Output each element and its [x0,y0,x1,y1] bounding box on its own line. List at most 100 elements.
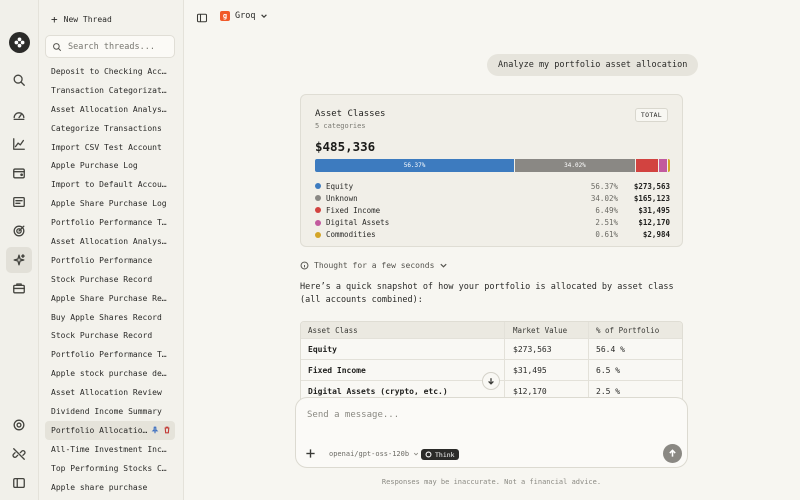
new-thread-button[interactable]: + New Thread [51,12,112,26]
legend-row: Equity 56.37% $273,563 [315,180,670,192]
search-threads-field[interactable]: Search threads... [45,35,175,58]
thread-item[interactable]: Apple Share Purchase Log [45,194,175,213]
table-cell: 6.5 % [596,365,621,375]
trash-icon[interactable] [163,426,171,434]
sparkle-icon[interactable] [6,247,32,273]
thread-item-label: Import CSV Test Account [51,142,162,152]
thread-item[interactable]: Portfolio Performance [45,251,175,270]
model-selector[interactable]: openai/gpt-oss-120b [329,450,419,458]
thread-item-label: Apple stock purchase details [51,369,171,379]
table-cell: Digital Assets (crypto, etc.) [301,381,505,401]
thread-item-label: Apple share purchase [51,482,148,492]
legend-value: $165,123 [633,193,670,203]
thread-item-label: Portfolio Performance This … [51,218,171,228]
thread-item[interactable]: Portfolio Allocation … [45,420,175,440]
thread-item[interactable]: Top Performing Stocks Check [45,459,175,478]
thread-item-label: Asset Allocation Review [51,388,162,398]
thread-item[interactable]: Buy Apple Shares Record [45,308,175,327]
scroll-down-button[interactable] [482,372,500,390]
pin-icon[interactable] [151,426,159,434]
settings-icon[interactable] [6,412,32,438]
thread-item[interactable]: Asset Allocation Analysis R… [45,100,175,119]
total-badge: TOTAL [634,108,668,122]
allocation-bar-segment [658,159,668,172]
new-thread-label: New Thread [63,14,112,24]
thread-item[interactable]: Dividend Income Summary [45,402,175,421]
allocation-bar: 56.37% 34.02% [315,159,670,172]
table-row: Equity $273,563 56.4 % [301,339,682,360]
logo-icon[interactable] [9,32,30,53]
legend-label: Digital Assets [326,218,390,228]
thread-item-label: Buy Apple Shares Record [51,312,162,322]
thought-toggle[interactable]: Thought for a few seconds [300,261,448,270]
think-toggle[interactable]: Think [421,449,459,460]
thread-item[interactable]: Asset Allocation Analysis [45,232,175,251]
thread-item[interactable]: Transaction Categorization … [45,81,175,100]
arrow-down-icon [488,378,494,385]
link-off-icon[interactable] [6,441,32,467]
search-icon[interactable] [6,67,32,93]
chevron-down-icon [440,263,448,268]
thread-item[interactable]: Apple Share Purchase Record [45,289,175,308]
table-header-cell: % of Portfolio [596,325,660,335]
thread-item[interactable]: Portfolio Performance This … [45,345,175,364]
target-icon[interactable] [6,218,32,244]
transactions-icon[interactable] [6,189,32,215]
legend-label: Fixed Income [326,205,381,215]
sidebar-icon[interactable] [6,470,32,496]
allocation-bar-segment [667,159,670,172]
thread-item[interactable]: All-Time Investment Income [45,440,175,459]
thread-item[interactable]: Import to Default Account [45,175,175,194]
plus-icon [306,449,315,458]
legend-percent: 56.37% [590,181,618,191]
threads-panel: + New Thread Search threads... Deposit t… [39,0,184,500]
search-threads-input[interactable]: Search threads... [68,41,155,52]
thread-item-label: Asset Allocation Analysis [51,236,171,246]
legend-value: $2,984 [642,230,670,240]
table-cell: Equity [301,339,505,359]
thought-label: Thought for a few seconds [314,261,435,270]
legend-row: Fixed Income 6.49% $31,495 [315,204,670,216]
thread-item[interactable]: Import CSV Test Account [45,138,175,157]
thread-item-label: Categorize Transactions [51,123,162,133]
message-input[interactable] [307,408,667,422]
thread-item-label: Apple Share Purchase Record [51,293,171,303]
chevron-down-icon [261,14,268,19]
asset-classes-card: Asset Classes 5 categories TOTAL $485,33… [300,94,683,247]
legend-row: Unknown 34.02% $165,123 [315,192,670,204]
thread-item[interactable]: Stock Purchase Record [45,270,175,289]
table-header-cell: Asset Class [301,322,505,338]
arrow-up-icon [669,449,676,457]
wallet-icon[interactable] [6,160,32,186]
thread-item[interactable]: Portfolio Performance This … [45,213,175,232]
table-cell: $12,170 [505,381,589,401]
search-icon [53,42,62,51]
segment-percent-label: 34.02% [564,162,586,169]
thread-item[interactable]: Deposit to Checking Account [45,62,175,81]
dashboard-icon[interactable] [6,102,32,128]
legend-percent: 0.61% [595,230,618,240]
card-title: Asset Classes [315,109,386,119]
thread-item-label: Import to Default Account [51,180,171,190]
attach-button[interactable] [305,448,317,460]
panel-toggle-icon[interactable] [196,12,208,24]
allocation-bar-segment: 56.37% [315,159,516,172]
chart-icon[interactable] [6,131,32,157]
legend-label: Unknown [326,193,358,203]
thread-item[interactable]: Apple stock purchase details [45,364,175,383]
thread-item[interactable]: Stock Purchase Record [45,326,175,345]
thread-item[interactable]: Asset Allocation Review [45,383,175,402]
thread-item[interactable]: Categorize Transactions [45,119,175,138]
briefcase-icon[interactable] [6,275,32,301]
thread-item[interactable]: Apple Purchase Log [45,156,175,175]
legend-color-dot [315,219,321,226]
legend-percent: 6.49% [595,205,618,215]
model-provider-dropdown[interactable]: g Groq [220,11,268,21]
legend-color-dot [315,231,321,238]
thread-item[interactable]: Apple share purchase [45,478,175,497]
thread-item-label: Top Performing Stocks Check [51,463,171,473]
card-subtitle: 5 categories [315,122,366,130]
send-button[interactable] [663,444,682,463]
icon-rail [0,0,39,500]
info-icon [300,261,309,270]
